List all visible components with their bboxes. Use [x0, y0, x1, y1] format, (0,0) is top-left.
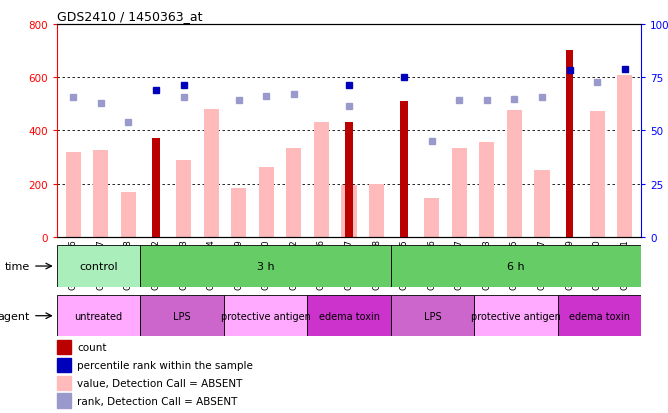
Text: GDS2410 / 1450363_at: GDS2410 / 1450363_at	[57, 10, 202, 23]
Bar	[391, 295, 474, 337]
Bar	[57, 246, 140, 287]
Text: rank, Detection Call = ABSENT: rank, Detection Call = ABSENT	[77, 396, 238, 406]
Bar	[57, 394, 71, 408]
Text: percentile rank within the sample: percentile rank within the sample	[77, 361, 253, 370]
Bar	[57, 340, 71, 354]
Bar	[452, 148, 467, 237]
Bar	[204, 110, 218, 237]
Text: protective antigen: protective antigen	[471, 311, 561, 321]
Text: 6 h: 6 h	[507, 261, 525, 271]
Text: agent: agent	[0, 311, 29, 321]
Bar	[287, 148, 301, 237]
Bar	[566, 51, 573, 237]
Bar	[507, 111, 522, 237]
Bar	[345, 123, 353, 237]
Bar	[307, 295, 391, 337]
Bar	[259, 168, 274, 237]
Text: 3 h: 3 h	[257, 261, 275, 271]
Bar	[314, 123, 329, 237]
Text: edema toxin: edema toxin	[319, 311, 379, 321]
Bar	[424, 198, 440, 237]
Bar	[94, 151, 108, 237]
Bar	[121, 192, 136, 237]
Text: LPS: LPS	[173, 311, 191, 321]
Bar	[590, 112, 605, 237]
Bar	[534, 171, 550, 237]
Bar	[224, 295, 307, 337]
Bar	[369, 184, 384, 237]
Bar	[65, 152, 81, 237]
Text: value, Detection Call = ABSENT: value, Detection Call = ABSENT	[77, 378, 242, 388]
Text: LPS: LPS	[424, 311, 442, 321]
Bar	[480, 143, 494, 237]
Bar	[400, 102, 408, 237]
Text: count: count	[77, 342, 107, 352]
Bar	[140, 295, 224, 337]
Bar	[176, 160, 191, 237]
Bar	[231, 188, 246, 237]
Text: edema toxin: edema toxin	[569, 311, 630, 321]
Text: protective antigen: protective antigen	[220, 311, 311, 321]
Bar	[57, 358, 71, 373]
Bar	[57, 376, 71, 390]
Bar	[617, 76, 633, 237]
Bar	[152, 139, 160, 237]
Bar	[474, 295, 558, 337]
Bar	[341, 185, 357, 237]
Bar	[558, 295, 641, 337]
Bar	[391, 246, 641, 287]
Text: time: time	[4, 261, 29, 271]
Text: untreated: untreated	[74, 311, 123, 321]
Text: control: control	[79, 261, 118, 271]
Bar	[57, 295, 140, 337]
Bar	[140, 246, 391, 287]
